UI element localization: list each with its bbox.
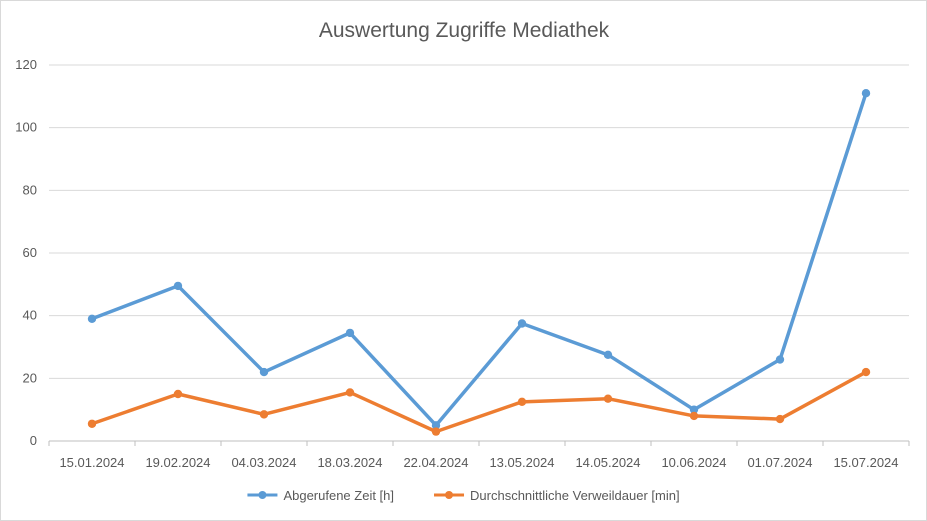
legend-entry: Durchschnittliche Verweildauer [min] (434, 488, 680, 503)
data-point (517, 397, 527, 407)
data-point (431, 427, 441, 436)
x-tick-label: 15.07.2024 (833, 455, 898, 470)
legend-marker (258, 491, 267, 499)
legend-label: Abgerufene Zeit [h] (283, 488, 394, 503)
legend-label: Durchschnittliche Verweildauer [min] (470, 488, 680, 503)
data-point (689, 411, 699, 421)
y-tick-label: 80 (23, 182, 37, 197)
data-point (861, 367, 871, 377)
data-point (603, 350, 613, 360)
legend-marker (445, 491, 454, 499)
x-tick-label: 13.05.2024 (489, 455, 554, 470)
series-2 (87, 367, 871, 436)
data-point (87, 419, 97, 428)
data-point (775, 355, 785, 364)
x-tick-label: 10.06.2024 (661, 455, 726, 470)
gridlines (49, 64, 909, 442)
legend-entry: Abgerufene Zeit [h] (247, 488, 394, 503)
x-tick-label: 19.02.2024 (145, 455, 210, 470)
y-tick-label: 0 (30, 433, 37, 448)
data-point (517, 319, 527, 328)
series-1 (87, 89, 871, 430)
data-point (87, 314, 97, 323)
y-axis-ticks: 0 20 40 60 80 100 120 (15, 57, 37, 448)
data-point (689, 405, 699, 414)
x-tick-label: 14.05.2024 (575, 455, 640, 470)
series-line (90, 370, 868, 434)
y-tick-label: 20 (23, 370, 37, 385)
data-point (173, 389, 183, 399)
series-line (90, 91, 868, 428)
x-tick-label: 18.03.2024 (317, 455, 382, 470)
x-tick-label: 15.01.2024 (59, 455, 124, 470)
x-tick-label: 22.04.2024 (403, 455, 468, 470)
chart-title: Auswertung Zugriffe Mediathek (319, 19, 610, 42)
data-point (861, 89, 871, 98)
x-tick-label: 01.07.2024 (747, 455, 812, 470)
x-tick-label: 04.03.2024 (231, 455, 296, 470)
data-point (345, 388, 355, 397)
x-axis-ticks: 15.01.2024 19.02.2024 04.03.2024 18.03.2024… (48, 441, 910, 470)
data-point (603, 394, 613, 403)
data-point (345, 328, 355, 338)
y-tick-label: 100 (15, 120, 37, 135)
y-tick-label: 60 (23, 245, 37, 260)
legend: Abgerufene Zeit [h] Durchschnittliche Ver… (247, 488, 680, 503)
y-tick-label: 40 (23, 308, 37, 323)
data-point (259, 367, 269, 377)
data-point (259, 410, 269, 419)
data-point (775, 414, 785, 424)
data-point (173, 281, 183, 291)
data-point (431, 421, 441, 430)
series-layer (87, 89, 871, 436)
y-tick-label: 120 (15, 57, 37, 72)
